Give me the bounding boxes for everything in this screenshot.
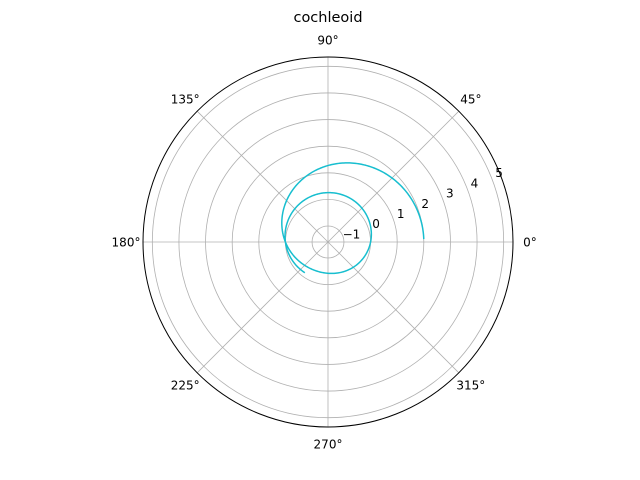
angular-tick-label-6: 270°	[314, 438, 343, 452]
radial-tick-label-0: −1	[343, 227, 361, 241]
label-layer: 0° 45° 90° 135° 180° 225° 270° 315° −1 0 1 2 3 4 5	[112, 34, 537, 452]
angular-gridline-3	[196, 110, 329, 243]
radial-tick-label-4: 3	[446, 187, 454, 201]
angular-tick-label-3: 135°	[171, 93, 200, 107]
radial-tick-label-2: 1	[397, 207, 405, 221]
angular-tick-label-1: 45°	[460, 93, 481, 107]
angular-tick-label-2: 90°	[317, 34, 338, 48]
frame-layer	[142, 56, 514, 428]
radial-tick-label-6: 5	[495, 166, 503, 180]
angular-tick-label-5: 225°	[171, 378, 200, 392]
polar-frame	[142, 56, 514, 428]
angular-tick-label-4: 180°	[112, 236, 141, 250]
radial-tick-label-1: 0	[372, 217, 380, 231]
angular-gridline-1	[327, 110, 460, 243]
series-layer	[281, 162, 425, 275]
chart-title: cochleoid	[293, 10, 362, 26]
radial-tick-label-3: 2	[421, 197, 429, 211]
angular-tick-label-7: 315°	[456, 378, 485, 392]
angular-tick-label-0: 0°	[523, 236, 537, 250]
angular-gridline-7	[327, 241, 460, 374]
grid-layer	[143, 57, 513, 427]
series-line-0	[281, 162, 425, 275]
angular-gridline-5	[196, 241, 329, 374]
radial-tick-label-5: 4	[471, 176, 479, 190]
